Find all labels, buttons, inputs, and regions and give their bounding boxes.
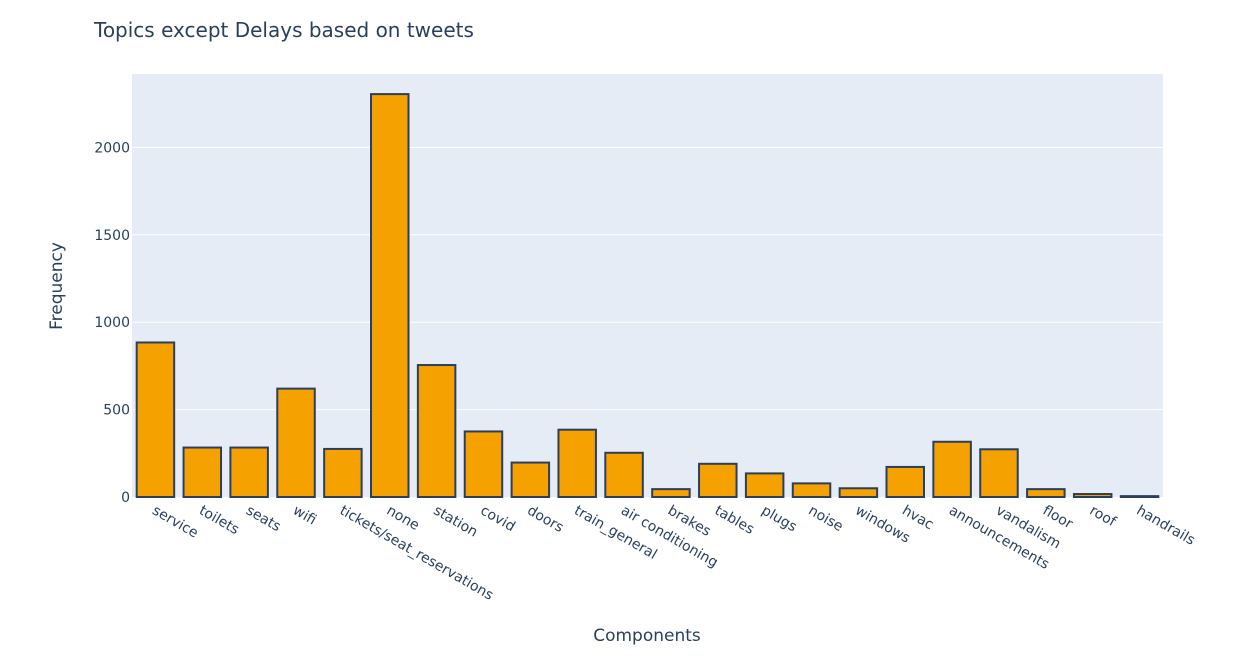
x-tick-label: seats — [243, 503, 283, 535]
bar-brakes — [651, 488, 691, 499]
bar-air-conditioning — [604, 451, 644, 499]
y-tick-label: 1500 — [94, 228, 130, 244]
bar-none — [370, 93, 410, 499]
bar-toilets — [182, 446, 223, 499]
bar-tickets-seat-reservations — [323, 447, 363, 499]
bar-tables — [698, 462, 738, 498]
bar-covid — [463, 430, 504, 499]
bar-doors — [510, 461, 551, 498]
x-tick-label: doors — [524, 503, 566, 536]
x-tick-label: noise — [806, 503, 846, 535]
x-tick-label: roof — [1087, 503, 1120, 531]
x-tick-label: tables — [712, 503, 757, 538]
y-tick-label: 2000 — [94, 140, 130, 156]
y-axis-title: Frequency — [47, 242, 67, 330]
y-tick-label: 1000 — [94, 315, 130, 331]
bar-plugs — [744, 472, 785, 498]
bar-station — [416, 364, 457, 499]
x-tick-label: handrails — [1134, 503, 1198, 549]
x-tick-label: station — [431, 503, 481, 541]
y-axis-ticks: 0 500 1000 1500 2000 — [94, 140, 130, 506]
bar-windows — [838, 487, 879, 499]
x-axis-title: Components — [593, 626, 701, 646]
bar-noise — [791, 482, 832, 499]
x-tick-label: covid — [477, 503, 517, 536]
x-tick-label: toilets — [196, 503, 241, 538]
bar-hvac — [885, 465, 925, 499]
bar-floor — [1026, 488, 1066, 499]
y-tick-label: 0 — [121, 490, 130, 506]
bar-seats — [229, 446, 269, 499]
bar-wifi — [276, 387, 316, 499]
bar-vandalism — [979, 448, 1019, 498]
x-tick-label: service — [149, 503, 200, 542]
bar-roof — [1072, 493, 1113, 498]
bars — [135, 93, 1160, 499]
x-tick-label: wifi — [290, 503, 319, 529]
bar-service — [135, 341, 176, 498]
chart-title: Topics except Delays based on tweets — [93, 18, 474, 42]
bar-handrails — [1119, 495, 1160, 499]
bar-announcements — [932, 440, 972, 498]
x-tick-label: plugs — [759, 503, 800, 536]
bar-train-general — [557, 428, 597, 499]
y-tick-label: 500 — [103, 403, 130, 419]
